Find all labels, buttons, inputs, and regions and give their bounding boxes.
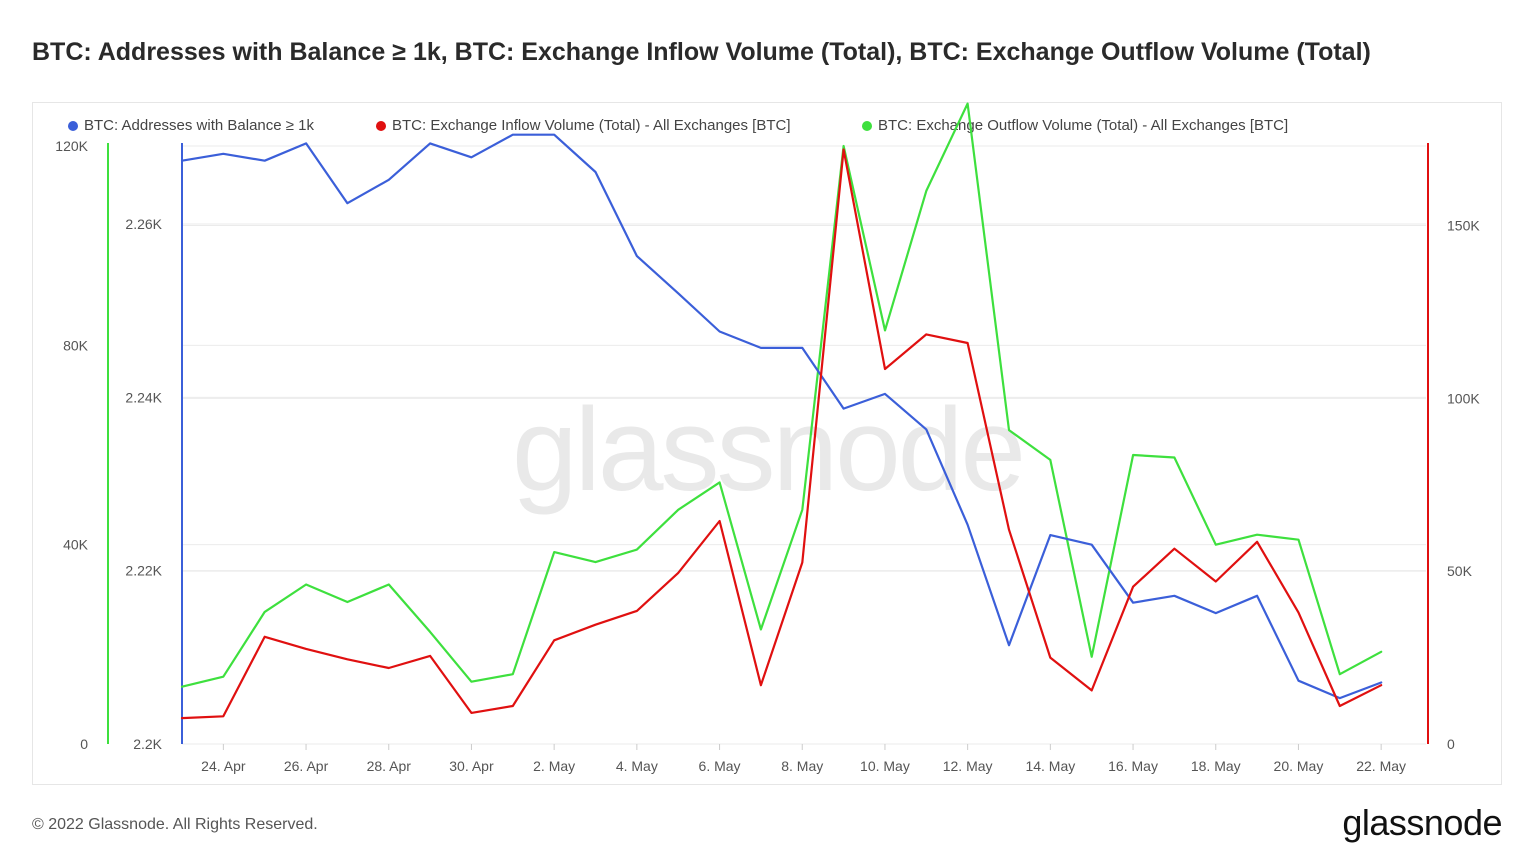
x-axis-tick-label: 12. May (943, 758, 993, 774)
addresses-axis-tick-label: 2.2K (133, 736, 162, 752)
chart-legend: BTC: Addresses with Balance ≥ 1k BTC: Ex… (0, 117, 1536, 139)
inflow-axis-tick-label: 0 (1447, 736, 1455, 752)
outflow-axis-tick-label: 40K (63, 537, 89, 553)
inflow-series-line (180, 148, 1383, 720)
x-axis-tick-label: 22. May (1356, 758, 1406, 774)
inflow-axis-tick-label: 100K (1447, 390, 1480, 406)
x-axis-tick-label: 24. Apr (201, 758, 246, 774)
x-axis-tick-label: 6. May (699, 758, 741, 774)
x-axis-tick-label: 20. May (1274, 758, 1324, 774)
copyright-text: © 2022 Glassnode. All Rights Reserved. (32, 816, 318, 833)
addresses-axis-tick-label: 2.24K (125, 389, 162, 405)
legend-label-outflow: BTC: Exchange Outflow Volume (Total) - A… (878, 117, 1289, 134)
outflow-axis-tick-label: 120K (55, 138, 88, 154)
x-axis-tick-label: 16. May (1108, 758, 1158, 774)
x-axis-tick-label: 28. Apr (367, 758, 412, 774)
x-axis-tick-label: 8. May (781, 758, 823, 774)
legend-dot-icon (862, 120, 872, 131)
legend-item-inflow[interactable]: BTC: Exchange Inflow Volume (Total) - Al… (376, 117, 791, 134)
addresses-axis-tick-label: 2.26K (125, 216, 162, 232)
legend-dot-icon (68, 120, 78, 131)
x-axis-tick-label: 10. May (860, 758, 910, 774)
addresses-axis-tick-label: 2.22K (125, 563, 162, 579)
outflow-axis-tick-label: 80K (63, 337, 89, 353)
legend-label-addresses: BTC: Addresses with Balance ≥ 1k (84, 117, 315, 134)
addresses-series-line (180, 133, 1383, 700)
legend-item-outflow[interactable]: BTC: Exchange Outflow Volume (Total) - A… (862, 117, 1288, 134)
x-axis-tick-label: 14. May (1025, 758, 1075, 774)
outflow-series-line (180, 102, 1383, 688)
x-axis-tick-label: 2. May (533, 758, 575, 774)
inflow-axis-tick-label: 50K (1447, 563, 1473, 579)
legend-dot-icon (376, 120, 386, 131)
x-axis-tick-label: 4. May (616, 758, 658, 774)
chart-frame (32, 102, 1502, 785)
legend-label-inflow: BTC: Exchange Inflow Volume (Total) - Al… (392, 117, 791, 134)
chart-title: BTC: Addresses with Balance ≥ 1k, BTC: E… (32, 38, 1371, 66)
x-axis-tick-label: 18. May (1191, 758, 1241, 774)
x-axis-tick-label: 26. Apr (284, 758, 329, 774)
outflow-axis-tick-label: 0 (80, 736, 88, 752)
inflow-axis-tick-label: 150K (1447, 218, 1480, 234)
legend-item-addresses[interactable]: BTC: Addresses with Balance ≥ 1k (68, 117, 314, 134)
x-axis-tick-label: 30. Apr (449, 758, 494, 774)
glassnode-logo: glassnode (1342, 802, 1502, 843)
